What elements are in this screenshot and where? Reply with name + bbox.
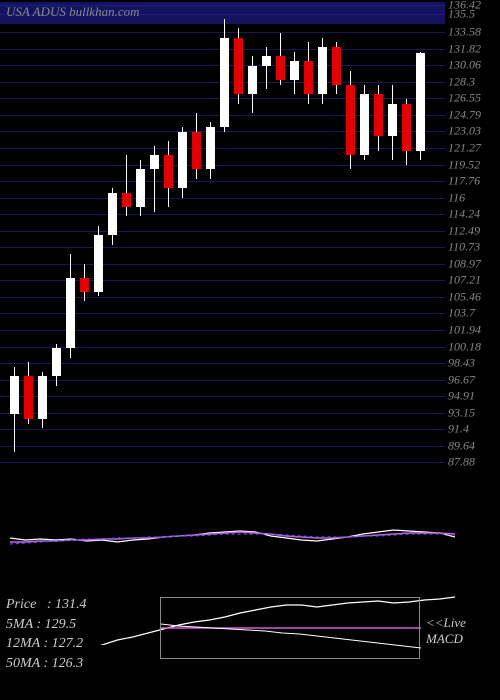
y-axis-label: 96.67 <box>448 372 475 387</box>
ma50-stat: 50MA : 126.3 <box>6 654 86 674</box>
price-chart <box>0 0 445 480</box>
y-axis-label: 124.79 <box>448 107 481 122</box>
y-axis-label: 110.73 <box>448 240 480 255</box>
y-axis-label: 126.55 <box>448 91 481 106</box>
y-axis-label: 123.03 <box>448 124 481 139</box>
y-axis-label: 94.91 <box>448 389 475 404</box>
y-axis-label: 107.21 <box>448 273 481 288</box>
live-macd-label: <<Live MACD <box>426 615 466 646</box>
y-axis-label: 103.7 <box>448 306 475 321</box>
y-axis-label: 121.27 <box>448 141 481 156</box>
lower-panel: Price : 131.4 5MA : 129.5 12MA : 127.2 5… <box>0 575 500 695</box>
macd-inset <box>160 597 420 659</box>
y-axis-label: 112.49 <box>448 223 480 238</box>
stats-block: Price : 131.4 5MA : 129.5 12MA : 127.2 5… <box>6 595 86 673</box>
ma12-stat: 12MA : 127.2 <box>6 634 86 654</box>
y-axis-label: 117.76 <box>448 174 480 189</box>
y-axis-label: 130.06 <box>448 58 481 73</box>
y-axis-label: 89.64 <box>448 438 475 453</box>
y-axis-label: 98.43 <box>448 356 475 371</box>
ma5-stat: 5MA : 129.5 <box>6 615 86 635</box>
y-axis-label: 131.82 <box>448 41 481 56</box>
y-axis-label: 105.46 <box>448 289 481 304</box>
y-axis-label: 108.97 <box>448 256 481 271</box>
y-axis-label: 119.52 <box>448 157 480 172</box>
y-axis-label: 87.88 <box>448 455 475 470</box>
price-stat: Price : 131.4 <box>6 595 86 615</box>
y-axis-label: 101.94 <box>448 322 481 337</box>
y-axis-label: 91.4 <box>448 422 469 437</box>
y-axis-label: 128.3 <box>448 74 475 89</box>
y-axis-label: 133.58 <box>448 25 481 40</box>
y-axis-label: 100.18 <box>448 339 481 354</box>
y-axis-label: 116 <box>448 190 465 205</box>
y-axis-label: 135.5 <box>448 7 475 22</box>
y-axis-label: 114.24 <box>448 207 480 222</box>
chart-header: USA ADUS bullkhan.com <box>6 4 139 20</box>
y-axis-label: 93.15 <box>448 405 475 420</box>
